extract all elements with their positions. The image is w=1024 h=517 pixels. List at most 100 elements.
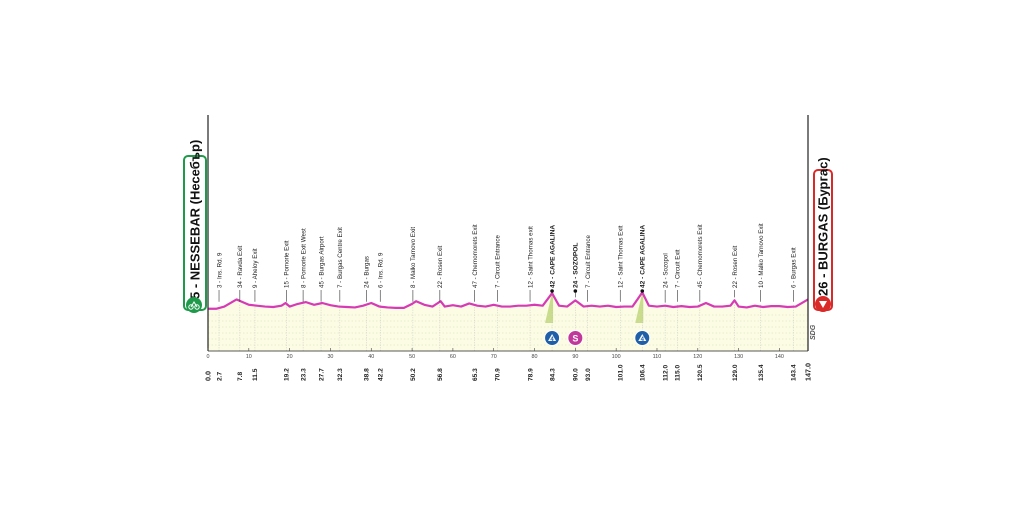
x-tick-label: 70 xyxy=(491,354,497,360)
start-icon-wheel-a xyxy=(188,304,194,310)
grid-layer xyxy=(208,304,808,351)
waypoint-label-2: 34 - Ravda Exit xyxy=(237,245,244,288)
waypoint-label-6: 45 - Burgas Airport xyxy=(318,236,325,288)
km-labels-layer: 2.7 7.8 11.5 19.2 23.3 27.7 32.3 38.8 42.2 50.2 56… xyxy=(204,363,813,381)
finish-location-label: 26 - BURGAS (Бургас) xyxy=(816,157,831,296)
x-tick-label: 50 xyxy=(409,354,415,360)
waypoint-label-10: 8 - Malko Tarnovo Exit xyxy=(410,227,417,288)
waypoint-km-1: 2.7 xyxy=(216,372,223,381)
waypoint-km-7: 32.3 xyxy=(337,368,344,381)
waypoint-km-5: 23.3 xyxy=(300,368,307,381)
frame-layer xyxy=(207,115,809,352)
mountain-icon xyxy=(638,334,647,341)
x-tick-label: 110 xyxy=(653,354,662,360)
start-km-label: 0.0 xyxy=(204,371,213,381)
waypoint-km-23: 129.0 xyxy=(732,364,739,381)
waypoint-label-21: 7 - Circuit Exit xyxy=(675,249,682,288)
kom-category-label: 4 xyxy=(641,337,645,343)
climb-highlight-1 xyxy=(545,292,554,323)
waypoint-km-25: 143.4 xyxy=(791,364,798,381)
waypoint-km-9: 42.2 xyxy=(378,368,385,381)
waypoint-km-11: 56.8 xyxy=(437,368,444,381)
sponsor-watermark: SDG xyxy=(810,324,817,340)
waypoint-label-19: 42 - CAPE AGALINA xyxy=(640,225,647,288)
waypoint-label-7: 7 - Burgas Centre Exit xyxy=(337,227,344,288)
waypoint-dot-15 xyxy=(550,289,554,293)
waypoint-label-16: 24 - SOZOPOL xyxy=(573,243,580,288)
waypoint-label-24: 10 - Malko Tarnovo Exit xyxy=(758,223,765,288)
kom-category-label: 4 xyxy=(550,337,554,343)
waypoint-label-11: 22 - Rosen Exit xyxy=(437,245,444,288)
waypoints-layer: 3 - Ins. Rd. 9 34 - Ravda Exit 9 - Aheloy … xyxy=(216,223,798,303)
waypoint-label-5: 8 - Pomorie Exit West xyxy=(300,228,307,288)
waypoint-label-18: 12 - Saint Thomas Exit xyxy=(618,225,625,288)
x-tick-label: 40 xyxy=(368,354,374,360)
waypoint-label-12: 47 - Chernomorets Exit xyxy=(472,224,479,288)
waypoint-label-25: 6 - Burgas Exit xyxy=(791,247,798,288)
finish-icon-flag xyxy=(819,301,827,308)
waypoint-km-3: 11.5 xyxy=(252,368,259,381)
waypoint-km-24: 135.4 xyxy=(758,364,765,381)
waypoint-km-10: 50.2 xyxy=(410,368,417,381)
x-tick-label: 20 xyxy=(287,354,293,360)
start-badge: 5 - NESSEBAR (Несебър) xyxy=(183,140,207,313)
waypoint-label-13: 7 - Circuit Entrance xyxy=(495,234,502,288)
waypoint-km-8: 38.8 xyxy=(364,368,371,381)
waypoint-km-15: 84.3 xyxy=(549,368,556,381)
waypoint-label-23: 22 - Rosen Exit xyxy=(732,245,739,288)
waypoint-label-3: 9 - Aheloy Exit xyxy=(252,248,259,288)
start-location-label: 5 - NESSEBAR (Несебър) xyxy=(188,140,203,299)
start-icon xyxy=(186,297,202,313)
waypoint-km-17: 93.0 xyxy=(585,368,592,381)
x-tick-label: 90 xyxy=(572,354,578,360)
waypoint-km-6: 27.7 xyxy=(318,368,325,381)
x-tick-label: 100 xyxy=(612,354,621,360)
waypoint-label-1: 3 - Ins. Rd. 9 xyxy=(216,252,223,288)
x-tick-label: 30 xyxy=(327,354,333,360)
climb-highlight-2 xyxy=(635,292,644,323)
x-tick-label: 0 xyxy=(207,354,210,360)
x-tick-label: 140 xyxy=(775,354,784,360)
x-tick-label: 130 xyxy=(734,354,743,360)
x-tick-label: 80 xyxy=(532,354,538,360)
x-ticks-layer: 0 10 20 30 40 50 60 70 80 90 100 110 120 130 140 xyxy=(207,348,784,360)
sprint-label: S xyxy=(572,334,578,344)
waypoint-km-12: 65.3 xyxy=(472,368,479,381)
x-tick-label: 120 xyxy=(693,354,702,360)
waypoint-label-4: 15 - Pomorie Exit xyxy=(284,240,291,288)
start-icon-frame xyxy=(190,301,198,308)
waypoint-km-18: 101.0 xyxy=(618,364,625,381)
waypoint-km-14: 78.9 xyxy=(527,368,534,381)
waypoint-km-4: 19.2 xyxy=(284,368,291,381)
waypoint-km-22: 120.5 xyxy=(697,364,704,381)
waypoint-label-17: 7 - Circuit Entrance xyxy=(585,234,592,288)
waypoint-label-22: 45 - Chernomorets Exit xyxy=(697,224,704,288)
start-icon-wheel-b xyxy=(194,304,200,310)
x-tick-label: 60 xyxy=(450,354,456,360)
waypoint-km-20: 112.0 xyxy=(662,365,669,381)
waypoint-label-14: 12 - Saint Thomas exit xyxy=(527,226,534,288)
profile-area-fill xyxy=(208,292,808,351)
sprint-marker xyxy=(567,330,584,346)
profile-fill-layer xyxy=(208,292,808,351)
waypoint-km-21: 115.0 xyxy=(675,365,682,381)
waypoint-dot-16 xyxy=(573,289,578,293)
profile-line-layer xyxy=(208,291,809,310)
waypoint-km-2: 7.8 xyxy=(237,372,244,381)
finish-badge: 26 - BURGAS (Бургас) xyxy=(813,157,833,312)
mountain-icon xyxy=(548,334,557,341)
waypoint-dot-19 xyxy=(640,289,645,293)
waypoint-label-15: 42 - CAPE AGALINA xyxy=(549,225,556,288)
x-tick-label: 10 xyxy=(246,354,252,360)
waypoint-km-19: 106.4 xyxy=(640,364,647,381)
waypoint-km-13: 70.9 xyxy=(495,368,502,381)
waypoint-label-9: 6 - Ins. Rd. 9 xyxy=(378,252,385,288)
markers-layer: 4 S 4 xyxy=(544,330,651,346)
profile-line xyxy=(208,291,809,310)
finish-km-label: 147.0 xyxy=(804,363,813,381)
waypoint-km-16: 90.0 xyxy=(573,368,580,381)
waypoint-label-20: 24 - Sozopol xyxy=(662,253,669,288)
waypoint-label-8: 24 - Burgas xyxy=(364,256,371,288)
